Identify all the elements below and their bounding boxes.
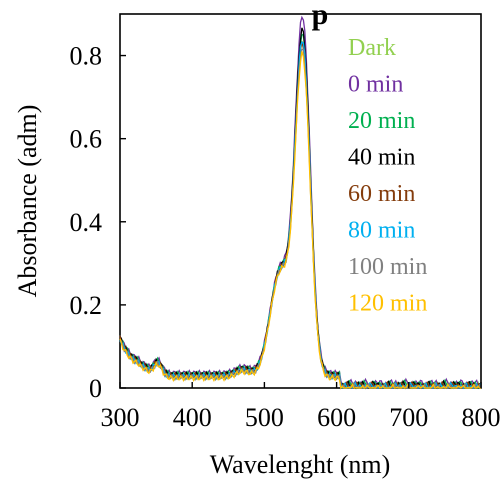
series-line-20-min <box>119 33 482 390</box>
x-tick-label: 600 <box>317 403 356 432</box>
series-line-dark <box>119 40 482 390</box>
plot-frame <box>119 13 482 389</box>
x-tick-label: 800 <box>462 403 501 432</box>
legend-entry: 80 min <box>348 218 415 244</box>
series-line-80-min <box>119 41 482 390</box>
legend-entry: 40 min <box>348 145 415 171</box>
x-tick-label: 500 <box>245 403 284 432</box>
legend-entry: 60 min <box>348 181 415 207</box>
x-tick-label: 700 <box>389 403 428 432</box>
y-axis: 0 0.2 0.4 0.6 0.8 <box>70 42 126 403</box>
y-axis-title: Absorbance (adm) <box>13 105 42 298</box>
y-tick-label: 0.6 <box>70 125 103 154</box>
legend-entry: 120 min <box>348 291 427 317</box>
chart-title: p <box>312 0 329 31</box>
x-axis-title: Wavelenght (nm) <box>210 450 391 479</box>
series-line-40-min <box>119 27 482 390</box>
legend-entry: 0 min <box>348 72 403 98</box>
y-tick-label: 0.8 <box>70 42 103 71</box>
x-tick-label: 400 <box>173 403 212 432</box>
x-axis: 300 400 500 600 700 800 <box>101 382 501 432</box>
y-tick-label: 0.2 <box>70 291 103 320</box>
series-line-120-min <box>119 51 481 390</box>
series-group <box>119 15 482 390</box>
series-line-0-min <box>119 15 482 390</box>
series-line-100-min <box>119 48 482 390</box>
legend-entry: 100 min <box>348 254 427 280</box>
y-tick-label: 0.4 <box>70 208 103 237</box>
legend-entry: Dark <box>348 35 396 61</box>
legend-entry: 20 min <box>348 108 415 134</box>
y-tick-label: 0 <box>89 374 102 403</box>
legend: Dark 0 min 20 min 40 min 60 min 80 min 100 min… <box>348 35 427 317</box>
series-line-60-min <box>119 41 482 390</box>
x-tick-label: 300 <box>101 403 140 432</box>
